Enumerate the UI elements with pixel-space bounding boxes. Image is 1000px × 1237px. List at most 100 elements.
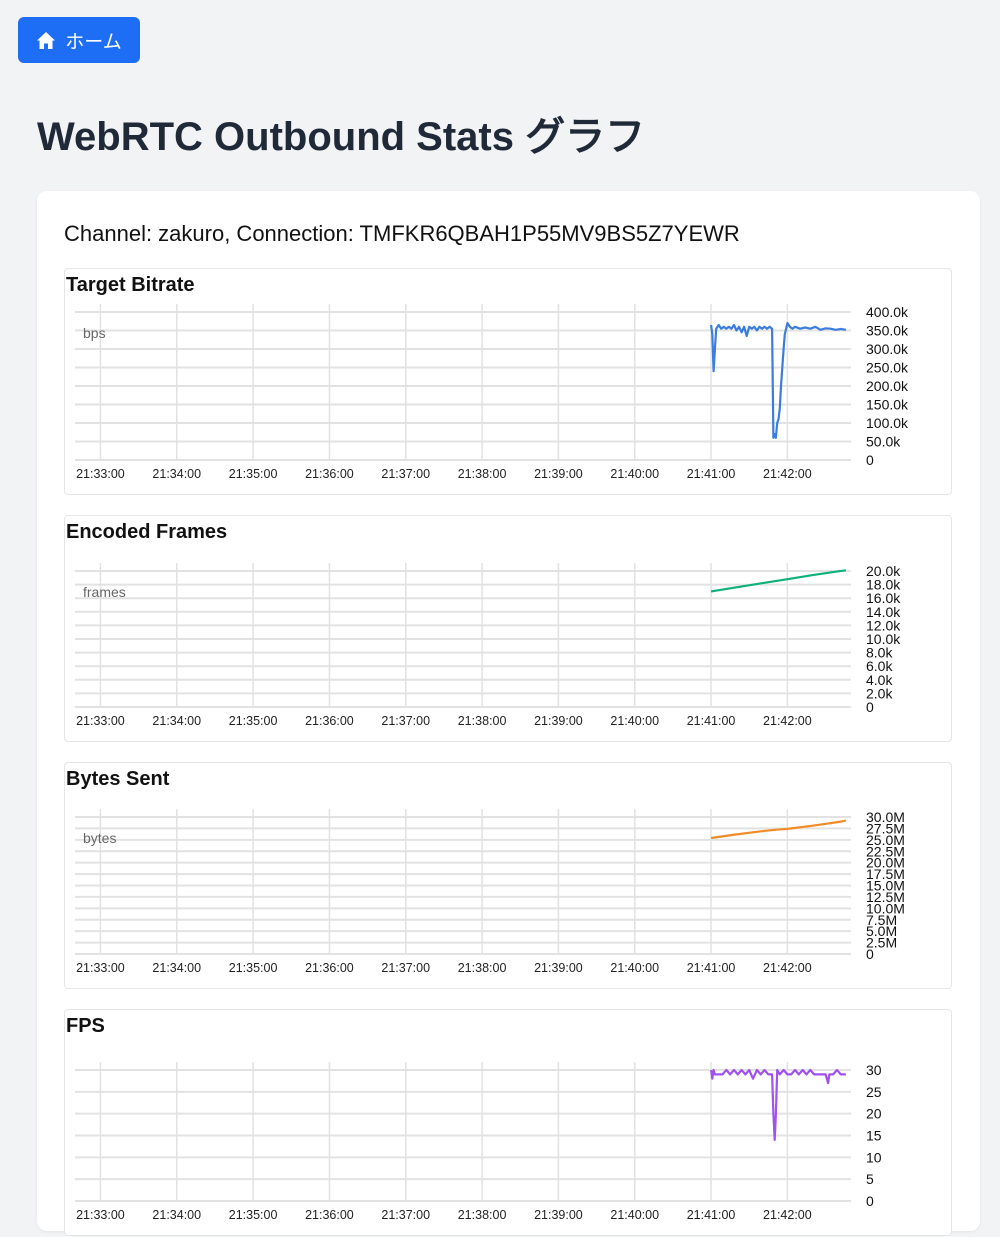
x-tick-label: 21:36:00 <box>305 467 354 481</box>
y-tick-label: 5.0M <box>866 923 897 939</box>
x-tick-label: 21:34:00 <box>152 467 201 481</box>
y-tick-label: 18.0k <box>866 577 901 593</box>
unit-label: frames <box>83 584 126 600</box>
x-tick-label: 21:33:00 <box>76 467 125 481</box>
y-tick-label: 5 <box>866 1171 874 1187</box>
x-tick-label: 21:40:00 <box>610 714 659 728</box>
x-tick-label: 21:42:00 <box>763 714 812 728</box>
y-tick-label: 150.0k <box>866 397 909 413</box>
x-tick-label: 21:41:00 <box>687 1208 736 1222</box>
y-tick-label: 20 <box>866 1106 882 1122</box>
connection-title: Channel: zakuro, Connection: TMFKR6QBAH1… <box>64 221 740 246</box>
x-tick-label: 21:39:00 <box>534 467 583 481</box>
x-tick-label: 21:37:00 <box>381 467 430 481</box>
y-tick-label: 10.0k <box>866 631 901 647</box>
y-tick-label: 15.0M <box>866 878 905 894</box>
y-tick-label: 100.0k <box>866 415 909 431</box>
y-tick-label: 30.0M <box>866 809 905 825</box>
chart-target-bitrate: 21:33:00 21:34:00 21:35:00 21:36:00 21:37:00… <box>75 304 909 481</box>
x-tick-label: 21:38:00 <box>458 714 507 728</box>
x-tick-label: 21:34:00 <box>152 714 201 728</box>
y-tick-label: 50.0k <box>866 434 901 450</box>
series-line <box>710 321 847 439</box>
y-tick-label: 8.0k <box>866 645 893 661</box>
y-tick-label: 10 <box>866 1149 882 1165</box>
x-tick-label: 21:41:00 <box>687 467 736 481</box>
x-tick-label: 21:37:00 <box>381 961 430 975</box>
y-tick-label: 4.0k <box>866 672 893 688</box>
y-tick-label: 0 <box>866 699 874 715</box>
y-tick-label: 25 <box>866 1084 882 1100</box>
x-tick-label: 21:35:00 <box>229 467 278 481</box>
chart-bytes-sent: 21:33:00 21:34:00 21:35:00 21:36:00 21:37:00… <box>75 809 905 975</box>
y-tick-label: 30 <box>866 1062 882 1078</box>
x-tick-label: 21:42:00 <box>763 1208 812 1222</box>
chart-fps: 21:33:00 21:34:00 21:35:00 21:36:00 21:37:00… <box>75 1062 882 1222</box>
chart-title: Encoded Frames <box>66 521 228 543</box>
page-title: WebRTC Outbound Stats グラフ <box>37 115 646 159</box>
x-tick-label: 21:40:00 <box>610 1208 659 1222</box>
x-tick-label: 21:41:00 <box>687 714 736 728</box>
chart-title: Target Bitrate <box>66 274 195 296</box>
x-tick-label: 21:38:00 <box>458 1208 507 1222</box>
series-line <box>710 569 847 593</box>
home-icon <box>36 31 56 50</box>
y-tick-label: 12.5M <box>866 889 905 905</box>
y-tick-label: 400.0k <box>866 304 909 320</box>
y-tick-label: 0 <box>866 946 874 962</box>
y-tick-label: 22.5M <box>866 843 905 859</box>
y-tick-label: 250.0k <box>866 360 909 376</box>
x-tick-label: 21:37:00 <box>381 1208 430 1222</box>
x-tick-label: 21:34:00 <box>152 1208 201 1222</box>
y-tick-label: 2.0k <box>866 685 893 701</box>
x-tick-label: 21:36:00 <box>305 714 354 728</box>
home-button[interactable]: ホーム <box>18 17 140 63</box>
x-tick-label: 21:41:00 <box>687 961 736 975</box>
y-tick-label: 12.0k <box>866 617 901 633</box>
x-tick-label: 21:38:00 <box>458 467 507 481</box>
y-tick-label: 15 <box>866 1128 882 1144</box>
y-tick-label: 17.5M <box>866 866 905 882</box>
y-tick-label: 20.0k <box>866 563 901 579</box>
x-tick-label: 21:35:00 <box>229 714 278 728</box>
unit-label: bytes <box>83 830 116 846</box>
y-tick-label: 350.0k <box>866 323 909 339</box>
home-button-label: ホーム <box>65 31 122 53</box>
x-tick-label: 21:37:00 <box>381 714 430 728</box>
y-tick-label: 300.0k <box>866 341 909 357</box>
x-tick-label: 21:34:00 <box>152 961 201 975</box>
stats-card: Channel: zakuro, Connection: TMFKR6QBAH1… <box>37 191 980 1236</box>
chart-panel-bytes-sent: Bytes Sent 21:33:00 21:34:00 21:35:00 21:36… <box>64 762 952 989</box>
y-tick-label: 25.0M <box>866 832 905 848</box>
x-tick-label: 21:38:00 <box>458 961 507 975</box>
y-tick-label: 7.5M <box>866 912 897 928</box>
series-line <box>710 1068 846 1141</box>
y-tick-label: 200.0k <box>866 378 909 394</box>
x-tick-label: 21:33:00 <box>76 961 125 975</box>
x-tick-label: 21:35:00 <box>229 1208 278 1222</box>
y-tick-label: 0 <box>866 452 874 468</box>
chart-title: FPS <box>66 1015 105 1037</box>
y-tick-label: 20.0M <box>866 855 905 871</box>
x-tick-label: 21:40:00 <box>610 961 659 975</box>
chart-panel-encoded-frames: Encoded Frames 21:33:00 21:34:00 21:35:00 2… <box>64 515 952 742</box>
x-tick-label: 21:36:00 <box>305 1208 354 1222</box>
x-tick-label: 21:42:00 <box>763 467 812 481</box>
y-tick-label: 10.0M <box>866 900 905 916</box>
chart-encoded-frames: 21:33:00 21:34:00 21:35:00 21:36:00 21:37:00… <box>75 563 901 728</box>
x-tick-label: 21:33:00 <box>76 714 125 728</box>
x-tick-label: 21:40:00 <box>610 467 659 481</box>
y-tick-label: 0 <box>866 1193 874 1209</box>
x-tick-label: 21:39:00 <box>534 961 583 975</box>
unit-label: bps <box>83 325 106 341</box>
y-tick-label: 16.0k <box>866 590 901 606</box>
x-tick-label: 21:36:00 <box>305 961 354 975</box>
y-tick-label: 14.0k <box>866 604 901 620</box>
x-tick-label: 21:39:00 <box>534 714 583 728</box>
series-line <box>710 819 847 840</box>
chart-panel-target-bitrate: Target Bitrate 21:33:00 21:34:00 21:35:00 2… <box>64 268 952 495</box>
x-tick-label: 21:42:00 <box>763 961 812 975</box>
x-tick-label: 21:33:00 <box>76 1208 125 1222</box>
y-tick-label: 2.5M <box>866 935 897 951</box>
x-tick-label: 21:35:00 <box>229 961 278 975</box>
